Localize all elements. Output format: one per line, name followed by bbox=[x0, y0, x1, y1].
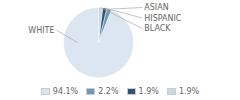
html-text:94.1%: 94.1% bbox=[52, 86, 79, 96]
svg-text:BLACK: BLACK bbox=[144, 24, 171, 33]
svg-text:WHITE: WHITE bbox=[28, 26, 54, 35]
html-text:1.9%: 1.9% bbox=[178, 86, 200, 96]
html-text:2.2%: 2.2% bbox=[98, 86, 119, 96]
html-text:1.9%: 1.9% bbox=[138, 86, 159, 96]
svg-text:ASIAN: ASIAN bbox=[144, 3, 168, 12]
svg-text:HISPANIC: HISPANIC bbox=[144, 14, 182, 23]
